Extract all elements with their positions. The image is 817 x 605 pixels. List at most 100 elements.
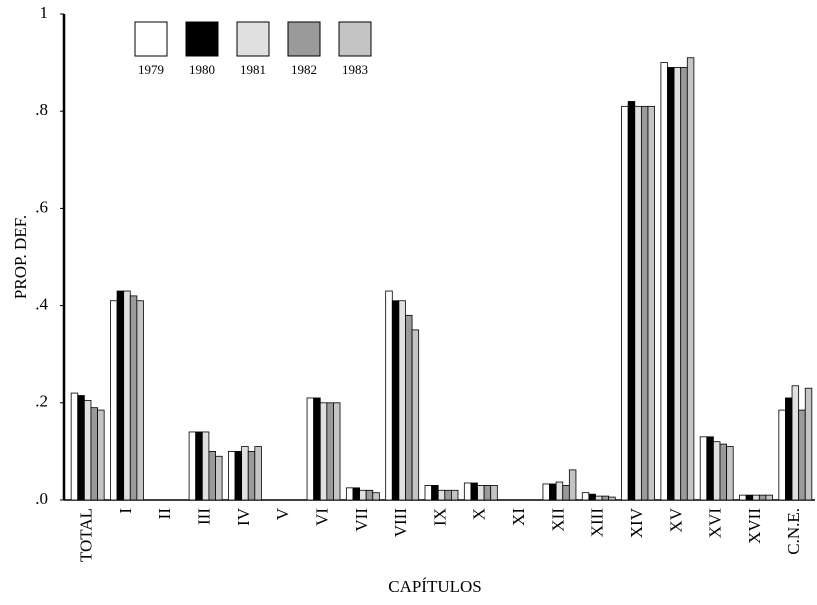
bar: [627, 101, 636, 501]
bar: [313, 397, 321, 501]
bar: [667, 67, 675, 501]
bar: [739, 494, 747, 501]
x-tick-label: VII: [352, 508, 371, 532]
legend-swatch: [185, 21, 219, 57]
x-tick-label: VIII: [391, 508, 410, 538]
bar: [326, 402, 334, 501]
bar: [765, 494, 773, 501]
x-tick-label: VI: [312, 508, 331, 526]
bar: [562, 485, 570, 501]
legend-swatch: [287, 21, 321, 57]
bar: [391, 300, 400, 501]
bar: [713, 441, 721, 501]
bar: [319, 402, 328, 501]
bar: [706, 436, 714, 501]
bar: [247, 450, 256, 501]
legend-label: 1979: [138, 62, 164, 77]
x-tick-label: II: [155, 508, 174, 520]
bar: [411, 329, 420, 501]
bar: [215, 455, 223, 501]
bar: [726, 446, 734, 501]
x-tick-label: XIV: [627, 507, 646, 538]
bar: [686, 57, 695, 501]
bar: [77, 395, 85, 501]
bar: [804, 387, 813, 501]
legend-label: 1983: [342, 62, 368, 77]
x-tick-label: XVI: [706, 508, 725, 539]
bar: [490, 485, 498, 501]
bar: [555, 481, 564, 501]
bar: [83, 399, 92, 501]
bar: [647, 105, 655, 501]
y-tick-label: .8: [35, 100, 48, 119]
x-tick-label: III: [195, 508, 214, 525]
y-axis-label: PROP. DEF.: [11, 215, 30, 299]
bar: [450, 489, 459, 501]
bar: [228, 450, 236, 501]
bar: [372, 492, 380, 501]
bar: [234, 450, 243, 501]
bar: [431, 485, 439, 501]
x-tick-label: I: [116, 508, 135, 514]
bar: [241, 446, 249, 501]
bar: [791, 385, 800, 501]
bar: [123, 290, 131, 501]
bar: [778, 409, 786, 501]
legend-swatch: [236, 21, 270, 57]
bar: [405, 314, 413, 501]
bar: [195, 431, 203, 501]
bar: [640, 105, 649, 501]
bar: [719, 443, 728, 501]
x-tick-label: XV: [666, 507, 685, 532]
legend-swatch: [338, 21, 372, 57]
bar: [385, 290, 393, 501]
bar: [365, 489, 374, 501]
bar: [359, 489, 367, 501]
bar: [463, 482, 472, 501]
bar: [352, 487, 360, 501]
bar: [437, 489, 446, 501]
x-tick-label: C.N.E.: [784, 508, 803, 555]
bar: [608, 496, 616, 501]
bar: [621, 105, 629, 501]
x-tick-label: V: [273, 507, 292, 520]
bar: [601, 495, 610, 501]
bar: [588, 493, 596, 501]
x-tick-label: XII: [548, 508, 567, 532]
bar: [188, 431, 197, 501]
bar: [595, 495, 603, 501]
bar: [345, 487, 354, 501]
legend-swatch: [134, 21, 168, 57]
x-tick-label: X: [470, 508, 489, 520]
legend-label: 1982: [291, 62, 317, 77]
bar: [110, 300, 118, 501]
legend-label: 1980: [189, 62, 215, 77]
bar: [581, 492, 590, 501]
x-axis-label: CAPÍTULOS: [388, 577, 482, 596]
bar: [208, 450, 216, 501]
bar: [680, 67, 688, 501]
bar: [444, 489, 452, 501]
y-tick-label: .0: [35, 489, 48, 508]
bar: [201, 431, 210, 501]
bar: [752, 494, 760, 501]
y-tick-label: .2: [35, 392, 48, 411]
bar: [660, 62, 668, 501]
x-tick-label: IX: [430, 508, 449, 526]
bar: [97, 409, 105, 501]
bar: [758, 494, 767, 501]
bar: [398, 300, 406, 501]
bar: [549, 483, 557, 501]
bar: [568, 469, 577, 501]
bar: [136, 300, 144, 501]
bar: [90, 407, 98, 501]
bar: [254, 446, 262, 501]
x-tick-label: TOTAL: [77, 508, 96, 562]
bar: [424, 485, 432, 501]
bar: [477, 485, 485, 501]
x-tick-label: XI: [509, 508, 528, 526]
bar: [306, 397, 315, 501]
y-tick-label: .4: [35, 295, 48, 314]
bar: [634, 105, 642, 501]
bar: [673, 67, 682, 501]
